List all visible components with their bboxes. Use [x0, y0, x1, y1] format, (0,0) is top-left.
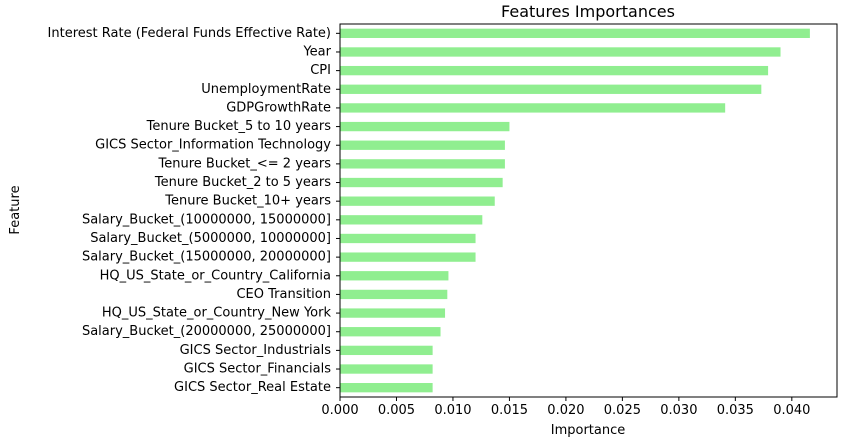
- x-tick-label: 0.035: [717, 403, 754, 418]
- x-tick-label: 0.005: [378, 403, 415, 418]
- bars-layer: [340, 28, 810, 393]
- y-tick-label: GICS Sector_Real Estate: [174, 380, 331, 395]
- x-tick-label: 0.020: [547, 403, 584, 418]
- bar: [340, 289, 448, 300]
- x-tick-label: 0.025: [604, 403, 641, 418]
- plot-frame: [339, 23, 838, 398]
- y-tick-label: Year: [302, 44, 331, 59]
- y-tick-label: GICS Sector_Financials: [184, 362, 332, 377]
- bar: [340, 327, 441, 337]
- y-tick-label: CPI: [310, 63, 331, 78]
- bar: [340, 364, 433, 374]
- bar: [340, 308, 446, 318]
- y-tick-label: GICS Sector_Information Technology: [95, 138, 331, 153]
- x-tick-label: 0.000: [321, 403, 358, 418]
- bar: [340, 233, 476, 244]
- bar: [340, 47, 781, 57]
- bar: [340, 383, 433, 393]
- y-tick-label: Salary_Bucket_(10000000, 15000000]: [82, 212, 331, 227]
- bar: [340, 177, 503, 188]
- y-tick-label: Tenure Bucket_2 to 5 years: [154, 175, 331, 190]
- bar: [340, 121, 510, 132]
- bar: [340, 140, 505, 150]
- x-axis-ticks: 0.000 0.005 0.010 0.015 0.020 0.025 0.030 0.035…: [321, 397, 810, 418]
- y-axis-ticks: Interest Rate (Federal Funds Effective R…: [48, 26, 340, 395]
- y-tick-label: Tenure Bucket_5 to 10 years: [146, 119, 332, 134]
- bar: [340, 103, 726, 113]
- y-tick-label: HQ_US_State_or_Country_California: [100, 268, 331, 283]
- y-tick-label: HQ_US_State_or_Country_New York: [102, 306, 332, 321]
- bar: [340, 196, 495, 206]
- y-tick-label: Salary_Bucket_(15000000, 20000000]: [82, 250, 331, 265]
- bar: [340, 65, 769, 76]
- x-tick-label: 0.030: [660, 403, 697, 418]
- y-tick-label: Tenure Bucket_<= 2 years: [158, 156, 332, 171]
- y-tick-label: Salary_Bucket_(20000000, 25000000]: [82, 324, 331, 339]
- x-tick-label: 0.010: [434, 403, 471, 418]
- x-tick-label: 0.040: [773, 403, 810, 418]
- bar: [340, 28, 810, 38]
- y-tick-label: GDPGrowthRate: [226, 100, 331, 115]
- chart-title: Features Importances: [501, 2, 675, 21]
- bar: [340, 159, 505, 169]
- bar: [340, 84, 762, 94]
- bar: [340, 271, 449, 281]
- y-axis-title: Feature: [8, 185, 23, 234]
- y-tick-label: UnemploymentRate: [201, 82, 331, 97]
- x-axis-title: Importance: [551, 423, 626, 438]
- y-tick-label: Salary_Bucket_(5000000, 10000000]: [90, 231, 331, 246]
- bar: [340, 345, 433, 356]
- bar: [340, 252, 476, 262]
- x-tick-label: 0.015: [491, 403, 528, 418]
- bar: [340, 215, 483, 225]
- y-tick-label: GICS Sector_Industrials: [180, 343, 332, 358]
- y-tick-label: Interest Rate (Federal Funds Effective R…: [48, 26, 331, 41]
- y-tick-label: CEO Transition: [236, 287, 331, 302]
- y-tick-label: Tenure Bucket_10+ years: [164, 194, 331, 209]
